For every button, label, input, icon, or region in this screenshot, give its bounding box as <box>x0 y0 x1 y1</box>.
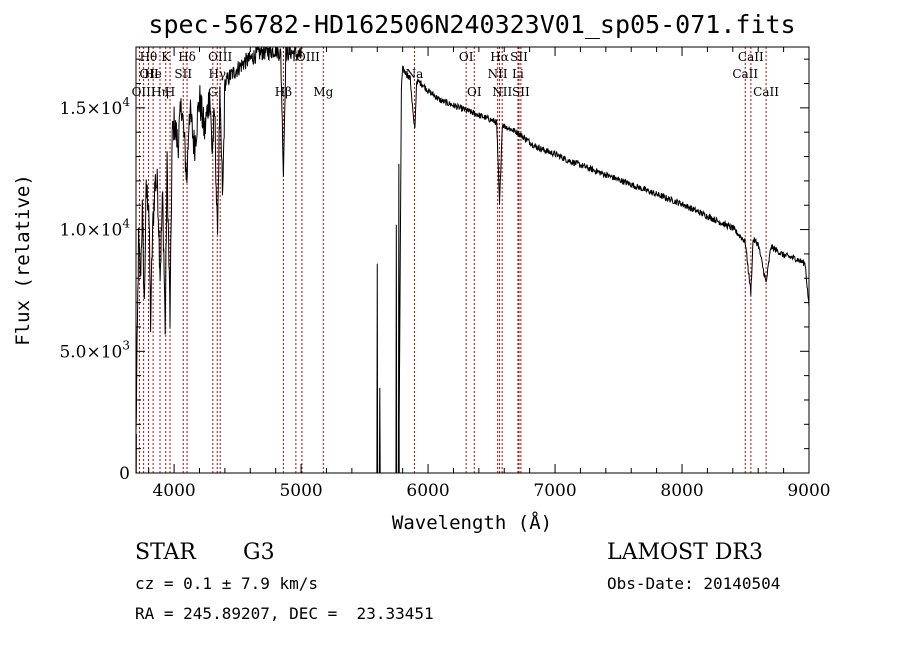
spectral-line-label: Hη <box>151 85 169 99</box>
spectral-line-label: NII <box>492 85 512 99</box>
spectrum-line-red <box>400 65 809 308</box>
coordinates-info: RA = 245.89207, DEC = 23.33451 <box>135 604 434 623</box>
x-tick-label: 4000 <box>152 481 195 501</box>
spectral-line-label: Hα <box>490 50 509 64</box>
spectral-line-label: G <box>208 85 218 99</box>
spectrum-line-blue <box>136 47 302 431</box>
y-tick-mantissa: 5.0×10 <box>59 342 122 362</box>
x-tick-label: 7000 <box>533 481 576 501</box>
y-tick-label: 0 <box>119 464 130 484</box>
survey-name: LAMOST DR3 <box>607 540 763 565</box>
spectral-line-label: OII <box>139 67 159 81</box>
y-axis-title: Flux (relative) <box>12 174 34 346</box>
redshift-info: cz = 0.1 ± 7.9 km/s <box>135 574 319 593</box>
spectral-line-label: OIII <box>296 50 320 64</box>
plot-frame <box>135 46 810 474</box>
spectral-line-label: Hγ <box>208 67 226 81</box>
spectral-line-label: SII <box>174 67 192 81</box>
y-tick-label: 1.0×104 <box>59 217 130 241</box>
spectrum-gap-segment <box>301 88 402 473</box>
spectral-line-label: Li <box>512 67 524 81</box>
spectral-line-label: Na <box>406 67 424 81</box>
spectral-line-label: OI <box>459 50 474 64</box>
x-axis-title: Wavelength (Å) <box>392 511 552 534</box>
spectral-line-label: SII <box>510 50 528 64</box>
x-tick-label: 6000 <box>406 481 449 501</box>
spectral-line-label: CaII <box>753 85 779 99</box>
spectral-line-label: CaII <box>732 67 758 81</box>
spectral-line-label: CaII <box>738 50 764 64</box>
y-tick-mantissa: 1.0×10 <box>59 221 122 241</box>
spectral-line-label: He <box>144 67 162 81</box>
x-tick-label: 5000 <box>279 481 322 501</box>
y-tick-exponent: 4 <box>122 95 130 109</box>
y-tick-exponent: 3 <box>122 338 130 352</box>
spectral-line-label: Hδ <box>178 50 196 64</box>
x-tick-label: 9000 <box>787 481 830 501</box>
spectral-line-label: OI <box>467 85 482 99</box>
y-tick-exponent: 4 <box>122 217 130 231</box>
plot-area: 4000 5000 6000 7000 8000 900005.0×1031.0×1041… <box>59 46 831 501</box>
y-tick-mantissa: 1.5×10 <box>59 99 122 119</box>
spectral-line-label: NII <box>488 67 508 81</box>
observation-date: Obs-Date: 20140504 <box>607 574 781 593</box>
y-tick-label: 5.0×103 <box>59 338 130 362</box>
spectral-line-label: Hβ <box>275 85 292 99</box>
spectral-line-label: Mg <box>313 85 333 99</box>
spectral-line-label: OIII <box>132 85 156 99</box>
chart-title: spec-56782-HD162506N240323V01_sp05-071.f… <box>148 10 795 39</box>
y-tick-label: 1.5×104 <box>59 95 130 119</box>
spectral-line-label: K <box>161 50 171 64</box>
spectral-line-label: Hθ <box>140 50 158 64</box>
object-subclass: G3 <box>243 540 275 565</box>
object-class: STAR <box>135 540 196 565</box>
spectral-line-label: SII <box>512 85 530 99</box>
spectral-line-label: H <box>165 85 175 99</box>
x-tick-label: 8000 <box>660 481 703 501</box>
spectral-line-label: OIII <box>208 50 232 64</box>
